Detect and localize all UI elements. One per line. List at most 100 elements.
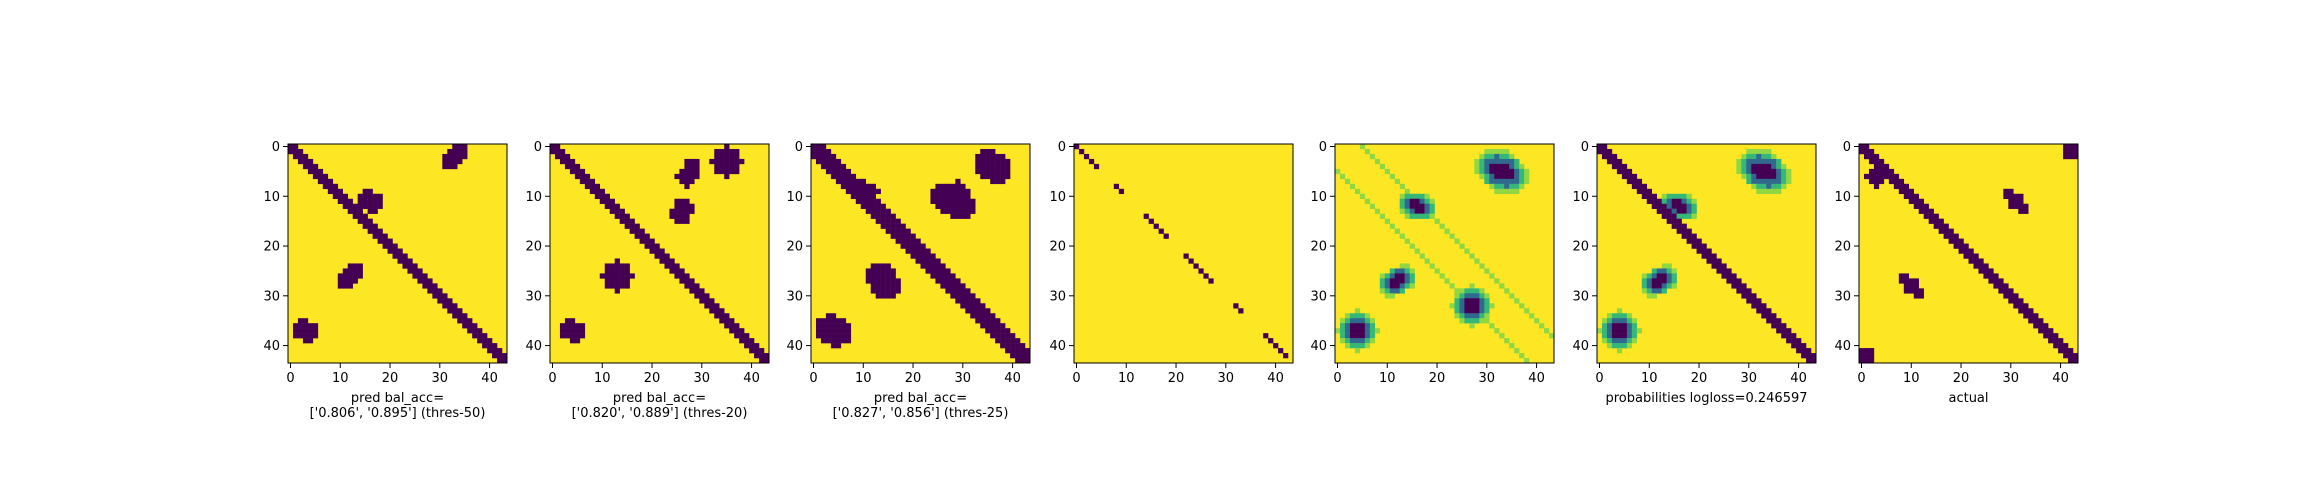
heatmap-cell	[1489, 148, 1495, 155]
heatmap-cell	[1953, 233, 1959, 239]
heatmap-cell	[1273, 343, 1279, 349]
heatmap-cell	[589, 183, 596, 190]
heatmap-cell	[2003, 188, 2009, 195]
heatmap-cell	[367, 198, 373, 204]
heatmap-cell	[930, 263, 936, 269]
heatmap-cell	[1000, 168, 1006, 175]
heatmap-cell	[1621, 163, 1628, 170]
heatmap-cell	[990, 333, 996, 339]
heatmap-cell	[1751, 303, 1757, 309]
heatmap-cell	[447, 153, 453, 160]
heatmap-cell	[447, 303, 453, 309]
heatmap-cell	[574, 163, 581, 170]
heatmap-cell	[890, 288, 896, 294]
heatmap-cell	[1666, 278, 1672, 284]
heatmap-cell	[292, 148, 299, 155]
heatmap-cell	[865, 268, 871, 274]
heatmap-cell	[1015, 343, 1021, 349]
heatmap-cell	[624, 278, 630, 284]
heatmap-cell	[1000, 158, 1006, 165]
heatmap-cell	[724, 313, 730, 319]
heatmap-cell	[619, 278, 625, 284]
heatmap-cell	[402, 263, 408, 269]
heatmap-cell	[975, 308, 981, 314]
heatmap-cell	[870, 273, 876, 279]
heatmap-cell	[825, 318, 832, 324]
heatmap-cell	[1786, 168, 1792, 175]
heatmap-cell	[1349, 323, 1356, 329]
heatmap-cell	[1616, 318, 1623, 324]
heatmap-cell	[1691, 213, 1697, 219]
heatmap-cell	[1923, 213, 1929, 219]
heatmap-cell	[1938, 223, 1944, 229]
heatmap-cell	[302, 333, 309, 339]
heatmap-cell	[614, 268, 620, 274]
heatmap-cell	[754, 343, 760, 349]
heatmap-cell	[960, 193, 966, 199]
heatmap-cell	[1364, 333, 1371, 339]
heatmap-cell	[332, 188, 339, 195]
heatmap-cell	[347, 208, 353, 214]
heatmap-cell	[1686, 208, 1692, 214]
heatmap-cell	[1549, 333, 1555, 339]
heatmap-cell	[1514, 178, 1520, 185]
heatmap-cell	[372, 203, 378, 209]
heatmap-cell	[1469, 313, 1475, 319]
heatmap-cell	[609, 283, 615, 289]
heatmap-cell	[1771, 178, 1777, 185]
heatmap-cell	[825, 153, 832, 160]
heatmap-cell	[1203, 273, 1209, 279]
heatmap-cell	[462, 323, 468, 329]
heatmap-cell	[2013, 298, 2019, 304]
heatmap-cell	[1631, 183, 1638, 190]
heatmap-cell	[1776, 173, 1782, 180]
heatmap-cell	[564, 333, 571, 339]
heatmap-cell	[915, 258, 921, 264]
heatmap-cell	[1409, 208, 1415, 214]
heatmap-cell	[900, 223, 906, 229]
heatmap-cell	[1389, 288, 1395, 294]
heatmap-cell	[980, 303, 986, 309]
heatmap-cell	[1524, 308, 1530, 314]
heatmap-cell	[1088, 158, 1095, 165]
heatmap-cell	[1761, 158, 1767, 165]
heatmap-cell	[1504, 178, 1510, 185]
heatmap-cell	[357, 208, 363, 214]
heatmap-cell	[895, 218, 901, 224]
heatmap-cell	[609, 263, 615, 269]
heatmap-cell	[1263, 333, 1269, 339]
heatmap-cell	[950, 278, 956, 284]
heatmap-cell	[362, 218, 368, 224]
heatmap-cell	[1494, 178, 1500, 185]
y-tick-label: 30	[1049, 289, 1066, 304]
heatmap-cell	[980, 158, 986, 165]
heatmap-cell	[1434, 268, 1440, 274]
heatmap-cell	[679, 273, 685, 279]
heatmap-cell	[885, 223, 891, 229]
heatmap-cell	[639, 233, 645, 239]
heatmap-cell	[915, 243, 921, 249]
heatmap-cell	[442, 293, 448, 299]
heatmap-cell	[1928, 208, 1934, 214]
heatmap-cell	[865, 278, 871, 284]
heatmap-cell	[372, 198, 378, 204]
y-tick-label: 40	[786, 339, 803, 354]
heatmap-cell	[925, 263, 931, 269]
heatmap-cell	[1893, 183, 1900, 190]
heatmap-cell	[2043, 323, 2049, 329]
heatmap-cell	[1514, 298, 1520, 304]
heatmap-cell	[985, 328, 991, 334]
heatmap-cell	[900, 238, 906, 244]
heatmap-cell	[659, 253, 665, 259]
heatmap-cell	[1394, 288, 1400, 294]
heatmap-cell	[825, 333, 832, 339]
heatmap-cell	[885, 213, 891, 219]
heatmap-cell	[875, 293, 881, 299]
heatmap-cell	[367, 208, 373, 214]
heatmap-cell	[1958, 243, 1964, 249]
heatmap-cell	[1359, 328, 1366, 334]
heatmap-cell	[554, 153, 561, 160]
heatmap-cell	[564, 318, 571, 324]
heatmap-cell	[1646, 273, 1652, 279]
heatmap-cell	[377, 228, 383, 234]
